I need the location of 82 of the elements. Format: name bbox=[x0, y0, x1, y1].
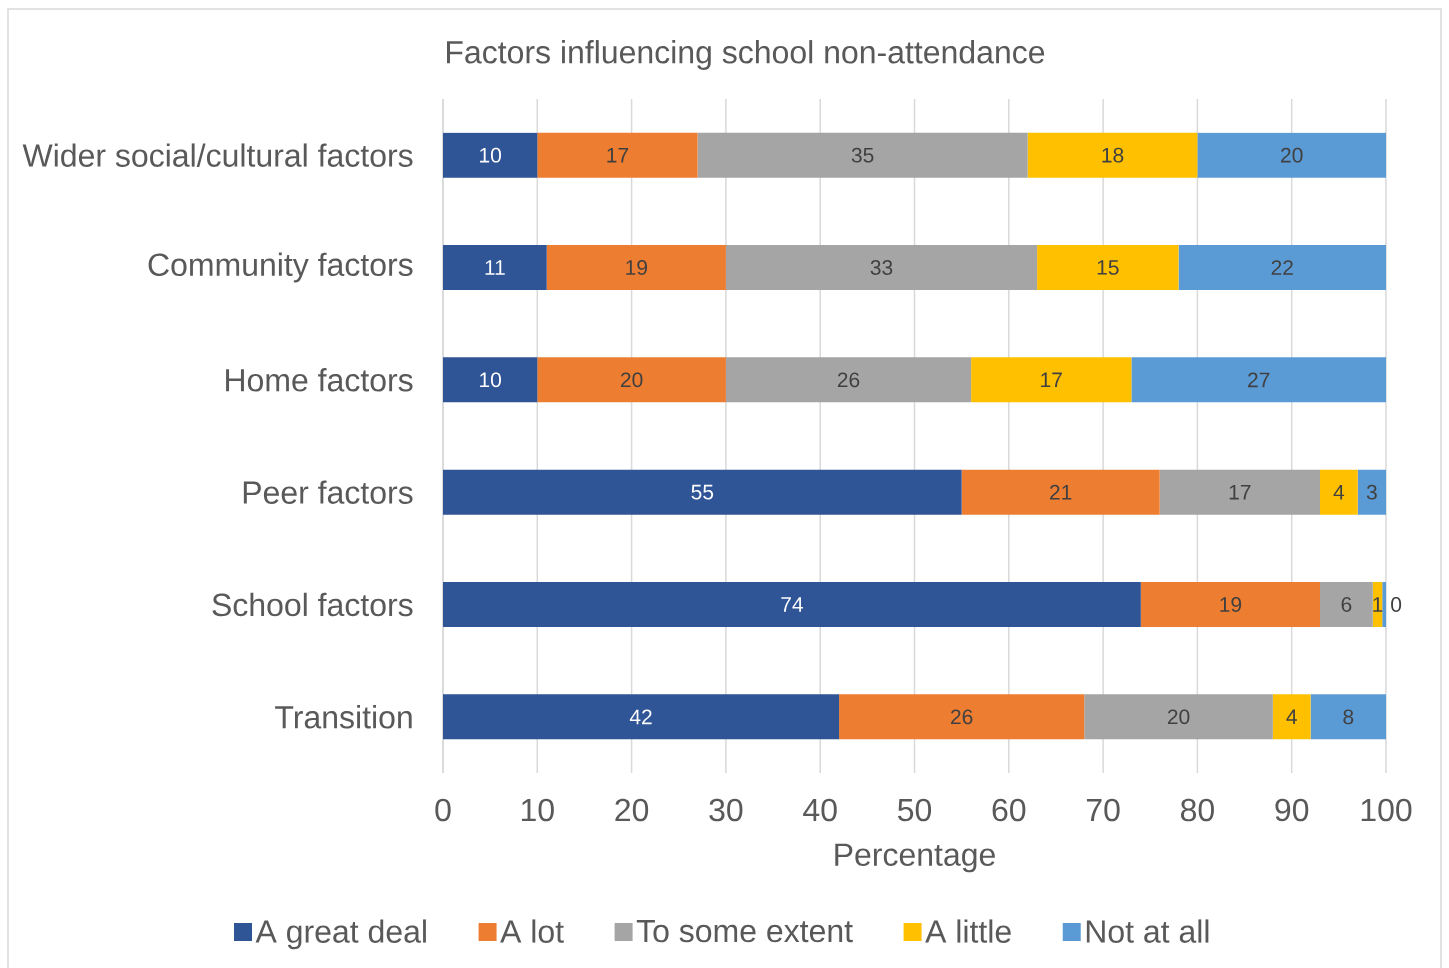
bar bbox=[537, 132, 698, 178]
y-tick-label: Peer factors bbox=[243, 480, 413, 504]
x-tick-label: 40 bbox=[803, 798, 837, 822]
bar bbox=[961, 469, 1160, 515]
bar bbox=[1140, 582, 1320, 627]
y-tick-label: School factors bbox=[212, 592, 413, 617]
bar bbox=[443, 357, 538, 403]
x-tick-label: 80 bbox=[1180, 798, 1214, 822]
data-label: 3 bbox=[1366, 484, 1377, 500]
y-tick-label: Wider social/cultural factors bbox=[22, 143, 413, 167]
x-tick-label: 30 bbox=[709, 798, 743, 822]
legend-label: A great deal bbox=[255, 919, 426, 950]
bar bbox=[1159, 469, 1320, 515]
x-tick-label: 100 bbox=[1361, 798, 1412, 822]
data-label: 10 bbox=[480, 372, 502, 388]
data-label: 20 bbox=[1167, 709, 1190, 725]
data-label: 4 bbox=[1286, 709, 1297, 725]
data-label: 35 bbox=[851, 147, 874, 163]
bar bbox=[1131, 357, 1387, 403]
x-tick-label: 0 bbox=[435, 798, 451, 822]
data-label: 33 bbox=[870, 260, 893, 275]
legend-label: A lot bbox=[500, 919, 564, 943]
y-tick-label: Transition bbox=[275, 705, 412, 729]
data-label: 55 bbox=[691, 484, 714, 500]
x-tick-label: 70 bbox=[1086, 798, 1120, 822]
bar bbox=[1084, 694, 1273, 740]
data-label: 74 bbox=[781, 597, 803, 612]
data-label: 17 bbox=[607, 147, 629, 163]
x-tick-label: 60 bbox=[992, 798, 1026, 822]
bar bbox=[443, 245, 547, 290]
bar bbox=[1178, 245, 1387, 290]
bar bbox=[725, 245, 1038, 290]
x-tick-label: 20 bbox=[615, 798, 649, 822]
data-label: 27 bbox=[1248, 372, 1270, 388]
bar bbox=[1197, 132, 1387, 178]
bar bbox=[1027, 132, 1198, 178]
data-label: 42 bbox=[629, 709, 652, 725]
data-label: 26 bbox=[951, 709, 973, 725]
bar bbox=[971, 357, 1132, 403]
bar bbox=[443, 582, 1141, 627]
x-axis-title: Percentage bbox=[835, 843, 995, 873]
data-label: 0 bbox=[1391, 597, 1402, 612]
legend-label: Not at all bbox=[1086, 919, 1209, 943]
data-label: 20 bbox=[620, 372, 643, 388]
data-label: 18 bbox=[1102, 147, 1124, 163]
chart-title: Factors influencing school non-attendance bbox=[447, 40, 1045, 70]
y-tick-label: Home factors bbox=[226, 368, 413, 392]
legend-label: A little bbox=[925, 919, 1011, 943]
data-label: 6 bbox=[1341, 597, 1352, 612]
bar bbox=[1272, 694, 1311, 740]
bar bbox=[725, 357, 972, 403]
bar bbox=[537, 357, 726, 403]
y-tick-label: Community factors bbox=[148, 252, 413, 283]
bar bbox=[443, 132, 538, 178]
data-label: 11 bbox=[485, 260, 505, 275]
data-label: 10 bbox=[480, 147, 502, 163]
data-label: 17 bbox=[1229, 484, 1251, 500]
x-tick-label: 10 bbox=[521, 798, 554, 822]
bar bbox=[1037, 245, 1179, 290]
bar bbox=[546, 245, 726, 290]
legend-label: To some extent bbox=[636, 920, 853, 943]
bar bbox=[443, 469, 962, 515]
data-label: 19 bbox=[1220, 597, 1242, 612]
x-tick-label: 50 bbox=[897, 798, 932, 822]
data-label: 8 bbox=[1343, 709, 1354, 725]
data-label: 20 bbox=[1281, 147, 1303, 163]
bar bbox=[1357, 469, 1387, 515]
bar bbox=[443, 694, 840, 740]
x-tick-label: 90 bbox=[1275, 798, 1309, 822]
data-label: 17 bbox=[1041, 372, 1062, 388]
data-label: 26 bbox=[837, 372, 860, 388]
bar bbox=[1320, 582, 1373, 627]
data-label: 21 bbox=[1050, 484, 1072, 500]
bar bbox=[697, 132, 1028, 178]
data-label: 4 bbox=[1333, 484, 1345, 500]
bar bbox=[1320, 469, 1358, 515]
data-label: 22 bbox=[1271, 260, 1293, 275]
bar bbox=[1382, 582, 1387, 627]
data-label: 15 bbox=[1097, 260, 1119, 275]
data-label: 19 bbox=[626, 260, 648, 275]
bar bbox=[1310, 694, 1387, 740]
bar bbox=[839, 694, 1085, 740]
